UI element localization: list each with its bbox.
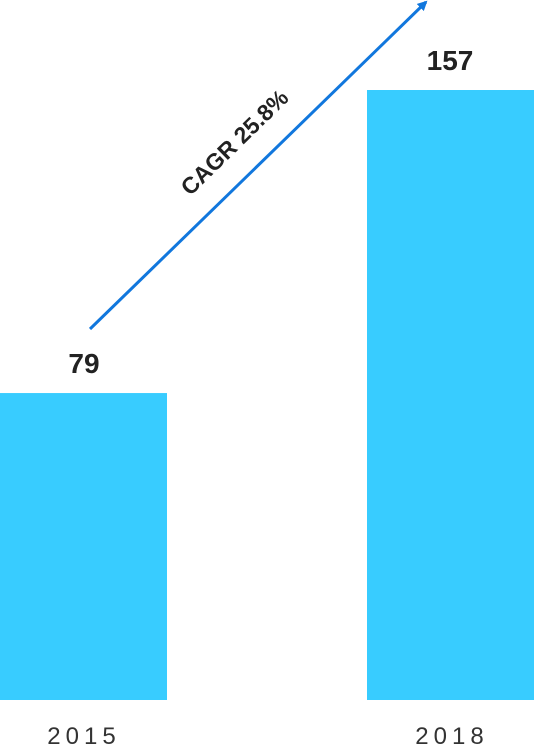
value-label-2015: 79 <box>68 348 99 379</box>
x-tick-label-2015: 2015 <box>47 723 120 749</box>
value-labels-layer: 79 157 <box>68 45 473 379</box>
x-tick-label-2018: 2018 <box>415 723 488 749</box>
bars-layer <box>0 90 534 700</box>
bar-2015 <box>0 393 167 700</box>
x-tick-labels: 2015 2018 <box>47 723 488 749</box>
value-label-2018: 157 <box>427 45 474 76</box>
cagr-annotation-label: CAGR 25.8% <box>175 84 293 200</box>
bar-2018 <box>367 90 534 700</box>
cagr-arrow <box>88 0 428 331</box>
